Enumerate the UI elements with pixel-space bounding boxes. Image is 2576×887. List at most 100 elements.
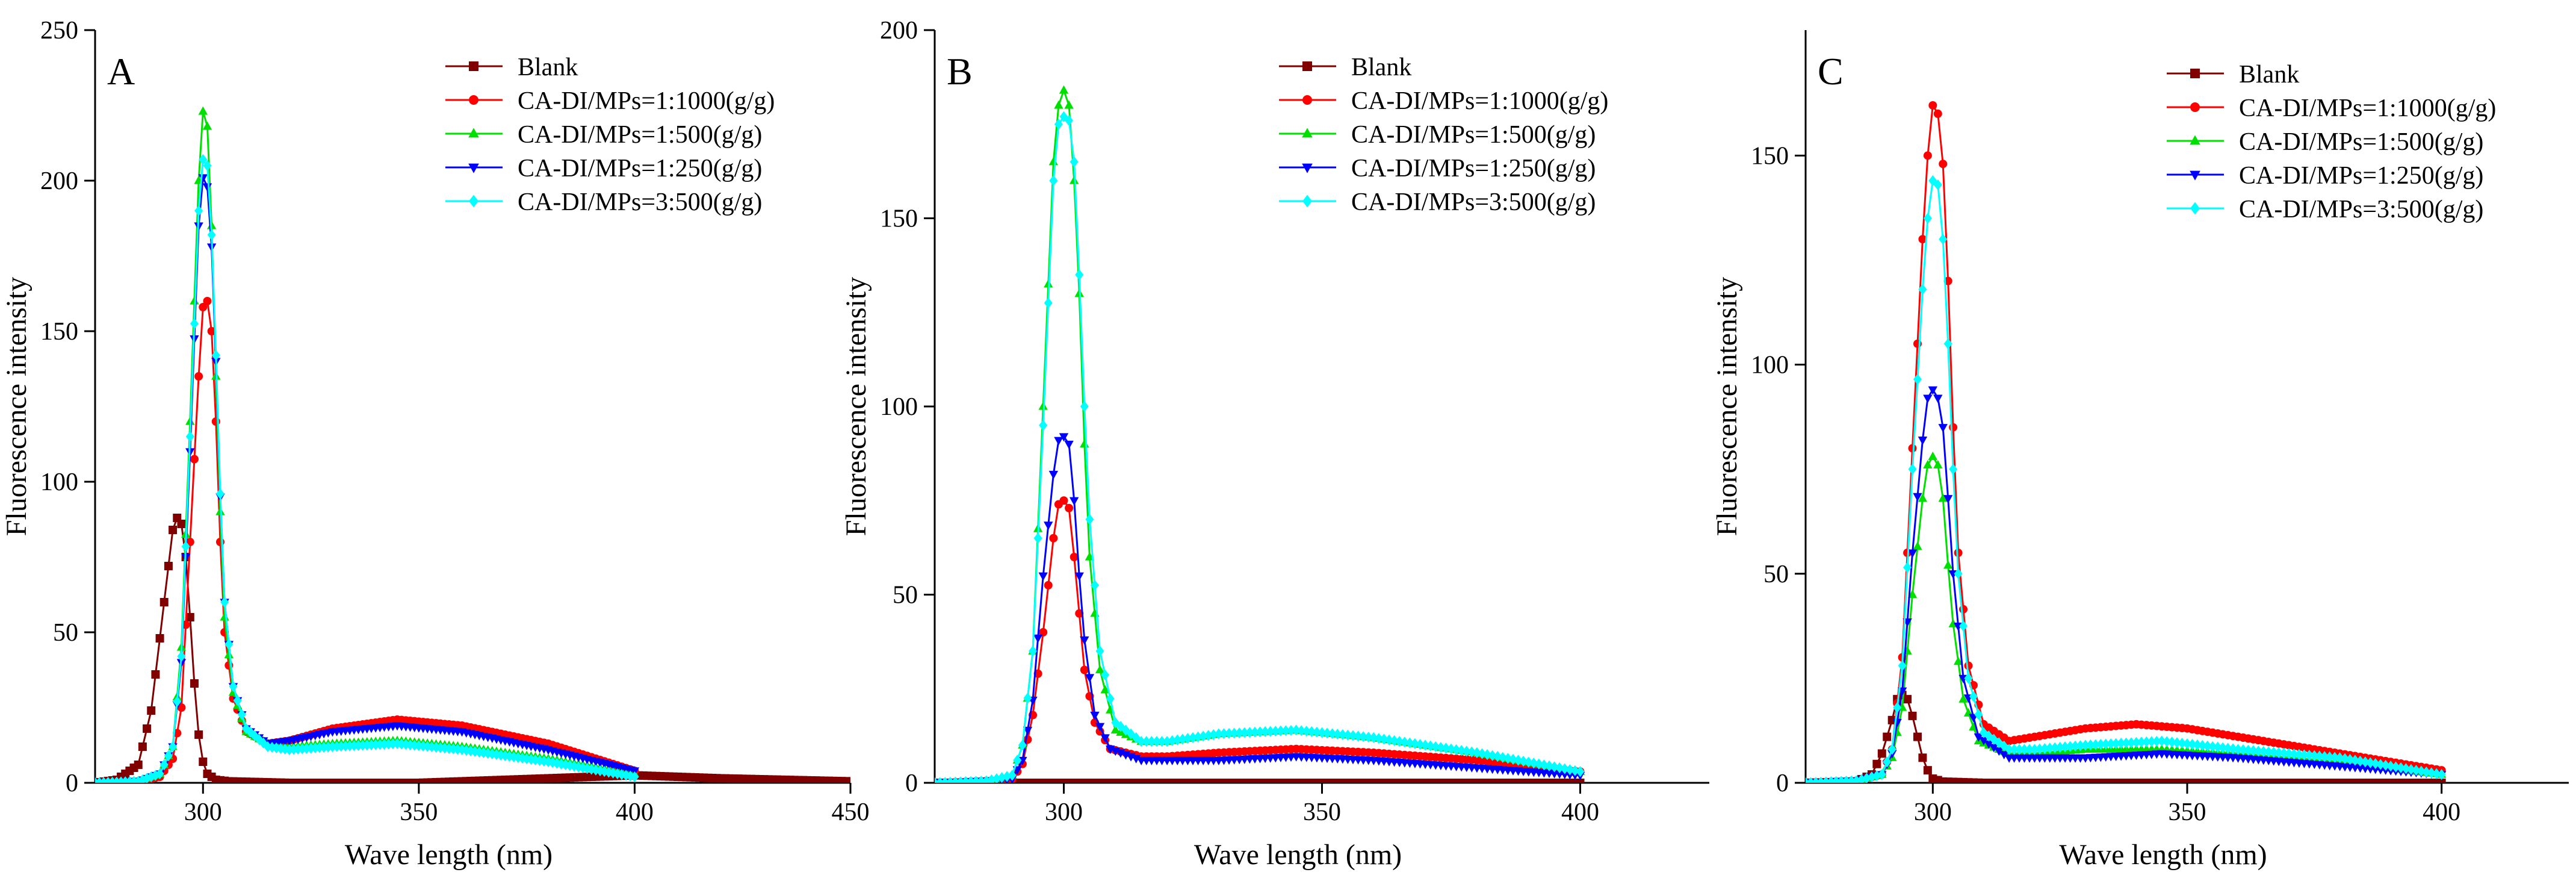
legend-marker [469,61,478,71]
series-line [1806,455,2442,783]
data-point [1933,394,1943,403]
data-point [544,756,553,768]
data-point [1044,297,1053,309]
data-point [1441,742,1451,754]
data-point [1049,534,1058,543]
data-point [255,733,264,745]
x-tick-label: 400 [1561,798,1599,826]
data-point [1857,774,1866,783]
data-point [596,765,605,777]
data-point [1287,724,1296,736]
legend-marker [1302,61,1312,71]
series-ca-di-mps-1-1000-g-g [935,496,1585,783]
data-point [1100,685,1110,694]
data-point [1100,734,1110,743]
y-tick-label: 100 [880,393,918,421]
data-point [539,755,548,767]
y-tick-label: 150 [880,205,918,233]
data-point [488,748,497,760]
data-point [177,650,186,662]
data-point [509,751,518,763]
data-point [1255,726,1265,738]
data-point [1250,726,1259,738]
data-point [1059,433,1069,442]
data-point [535,755,544,767]
data-point [1958,694,1968,703]
data-point [1080,665,1089,674]
data-point [199,758,208,766]
data-point [1297,725,1306,736]
data-point [2203,740,2212,752]
data-point [1090,711,1100,720]
legend-marker [1302,95,1312,105]
data-point [565,760,574,771]
data-point [1271,726,1280,737]
data-point [1095,646,1104,657]
data-point [2086,739,2095,751]
data-point [600,766,609,777]
data-point [220,596,229,608]
data-point [630,771,639,783]
data-point [1064,440,1074,449]
data-point [1054,119,1063,130]
data-point [1457,745,1466,756]
legend-label: CA-DI/MPs=1:1000(g/g) [1351,87,1608,115]
data-point [280,743,289,755]
data-point [522,753,531,765]
data-point [1048,157,1059,166]
data-point [237,709,246,720]
y-tick-label: 150 [40,318,78,346]
data-point [1555,762,1564,774]
data-point [2167,736,2176,748]
data-point [2345,754,2355,765]
data-point [1908,711,1917,720]
y-tick-label: 100 [1751,352,1789,379]
data-point [1033,532,1042,544]
data-point [1147,736,1156,747]
legend-label: Blank [2239,61,2299,89]
data-point [2279,747,2288,759]
data-point [199,303,208,311]
data-point [846,777,850,783]
data-point [1276,725,1285,736]
legend-marker [1302,128,1313,138]
legend-marker [2190,135,2200,145]
data-point [155,768,164,780]
data-point [1163,736,1172,747]
data-point [513,752,522,764]
data-point [1540,759,1549,771]
data-point [1049,175,1058,187]
data-point [306,742,315,754]
data-point [432,741,441,753]
data-point [1483,749,1492,761]
data-point [2127,737,2136,749]
data-point [2341,753,2350,764]
data-point [1065,503,1074,512]
data-point [2264,746,2273,758]
data-point [1964,673,1973,684]
data-point [2208,741,2217,752]
data-point [224,650,234,659]
data-point [194,205,203,217]
data-point [1168,735,1177,747]
data-point [1302,726,1311,737]
data-point [1039,420,1048,431]
data-point [1943,560,1953,569]
data-point [1405,737,1414,749]
data-point [169,526,178,534]
data-point [1918,235,1927,244]
data-point [2366,757,2375,768]
panel-letter: A [107,50,135,93]
data-point [617,769,626,780]
data-point [263,741,272,753]
data-point [1354,730,1363,742]
data-point [505,750,514,762]
data-point [2025,744,2034,755]
data-point [2071,740,2080,752]
data-point [2198,739,2207,752]
data-point [1877,749,1886,758]
data-point [2391,761,2400,773]
data-point [1385,734,1394,745]
data-point [2350,755,2359,766]
data-point [1209,729,1218,741]
